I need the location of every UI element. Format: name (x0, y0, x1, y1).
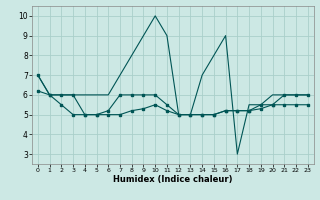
X-axis label: Humidex (Indice chaleur): Humidex (Indice chaleur) (113, 175, 233, 184)
